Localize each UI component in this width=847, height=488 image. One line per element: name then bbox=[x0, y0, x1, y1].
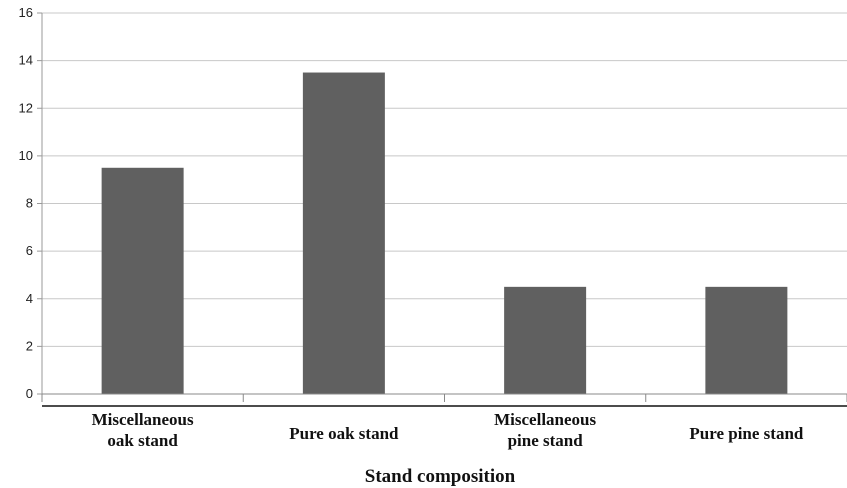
x-category-label: Pure oak stand bbox=[289, 424, 399, 443]
y-tick-label: 6 bbox=[26, 243, 33, 258]
x-category-label: Miscellaneous oak stand bbox=[92, 410, 194, 450]
x-category-label: Pure pine stand bbox=[689, 424, 804, 443]
y-tick-label: 16 bbox=[19, 5, 33, 20]
x-category-label: Miscellaneous pine stand bbox=[494, 410, 596, 450]
y-tick-label: 12 bbox=[19, 100, 33, 115]
bar bbox=[101, 167, 184, 394]
x-axis-title: Stand composition bbox=[365, 466, 516, 487]
y-tick-label: 10 bbox=[19, 148, 33, 163]
y-axis-ticks: 0 2 4 6 8 10 12 14 16 bbox=[19, 5, 43, 401]
x-axis-category-labels: Miscellaneous oak stand Pure oak stand Misc… bbox=[92, 410, 804, 450]
y-tick-label: 8 bbox=[26, 196, 33, 211]
bar bbox=[705, 286, 788, 394]
bar bbox=[302, 72, 385, 394]
y-tick-label: 0 bbox=[26, 386, 33, 401]
bars bbox=[101, 72, 788, 394]
y-tick-label: 14 bbox=[19, 53, 33, 68]
bar bbox=[504, 286, 587, 394]
y-tick-label: 4 bbox=[26, 291, 33, 306]
x-axis bbox=[41, 393, 847, 407]
y-tick-label: 2 bbox=[26, 338, 33, 353]
